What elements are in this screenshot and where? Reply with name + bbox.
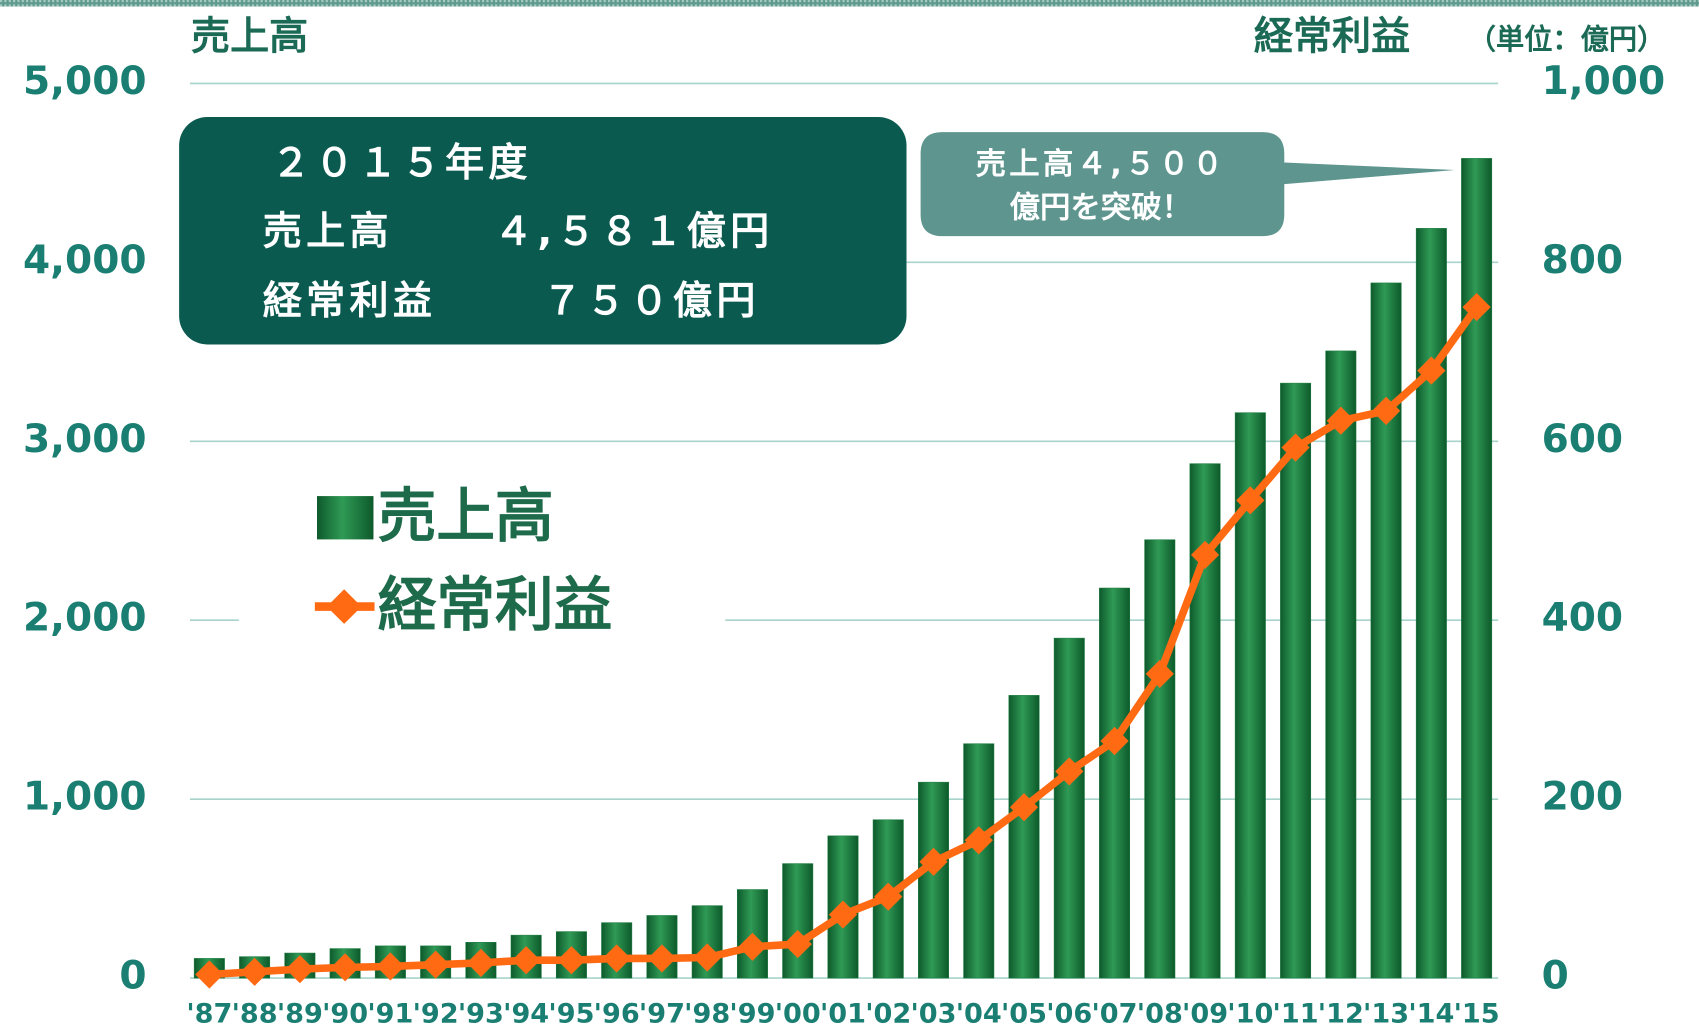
y-tick-label: 5,000: [23, 59, 147, 104]
x-tick-label: '99: [729, 998, 775, 1029]
x-tick-label: '90: [322, 998, 368, 1029]
x-tick-label: '87: [186, 998, 232, 1029]
y-tick-label: 3,000: [23, 417, 147, 462]
bar: [918, 781, 949, 979]
x-tick-label: '10: [1227, 998, 1273, 1029]
info-box: [179, 116, 907, 345]
unit-label: （単位：億円）: [1468, 23, 1666, 56]
y-axis-title: 売上高: [191, 15, 308, 60]
x-tick-label: '08: [1137, 998, 1183, 1029]
marker: [240, 957, 269, 986]
marker: [512, 946, 541, 975]
marker: [874, 882, 903, 911]
marker: [1371, 396, 1401, 425]
x-tick-label: '93: [458, 998, 504, 1029]
x-tick-label: '04: [956, 998, 1002, 1029]
top-strip: [0, 0, 1699, 7]
marker: [466, 948, 496, 977]
bar: [1280, 382, 1312, 979]
marker: [1145, 659, 1174, 688]
marker: [783, 930, 812, 959]
y2-tick-label: 0: [1542, 954, 1569, 999]
bar: [1053, 637, 1085, 979]
x-tick-label: '00: [775, 998, 821, 1029]
marker: [964, 826, 993, 855]
y-tick-label: 2,000: [23, 596, 147, 641]
marks: '87'88'89'90'91'92'93'94'95'96'97'98'99 '…: [186, 158, 1500, 1029]
callout-text: 売上高４,５００: [976, 147, 1226, 182]
marker: [331, 953, 360, 982]
legend-swatch: [326, 589, 362, 624]
info-value: ４,５８１億円: [494, 209, 774, 254]
y2-tick-label: 600: [1542, 417, 1624, 462]
x-tick-label: '14: [1408, 998, 1454, 1029]
callout: [920, 132, 1455, 237]
marker: [1236, 486, 1265, 515]
x-tick-label: '15: [1454, 998, 1500, 1029]
info-label: 売上高: [263, 209, 393, 254]
bar: [1325, 350, 1357, 979]
legend-swatch: [317, 496, 374, 540]
x-tick-label: '98: [684, 998, 730, 1029]
marker: [1190, 540, 1220, 569]
marker: [1281, 433, 1310, 462]
y2-tick-label: 400: [1542, 596, 1624, 641]
y2-tick-label: 200: [1542, 775, 1624, 820]
x-tick-label: '11: [1273, 998, 1319, 1029]
y-tick-label: 0: [119, 954, 146, 999]
bar: [1008, 695, 1040, 979]
x-tick-label: '88: [232, 998, 278, 1029]
x-tick-label: '05: [1001, 998, 1047, 1029]
x-tick-label: '89: [277, 998, 323, 1029]
x-tick-label: '07: [1092, 998, 1138, 1029]
x-tick-label: '96: [594, 998, 640, 1029]
x-tick-label: '91: [367, 998, 413, 1029]
x-tick-label: '09: [1182, 998, 1228, 1029]
marker: [376, 952, 405, 981]
y2-axis-title: 経常利益: [1254, 15, 1410, 60]
x-tick-label: '03: [910, 998, 956, 1029]
bar: [1461, 158, 1493, 979]
marker: [693, 943, 722, 972]
x-tick-label: '13: [1363, 998, 1409, 1029]
marker: [195, 960, 224, 989]
x-tick-label: '95: [548, 998, 594, 1029]
x-tick-label: '06: [1046, 998, 1092, 1029]
bar: [1370, 282, 1402, 979]
marker: [285, 955, 314, 984]
y-tick-label: 1,000: [23, 775, 147, 820]
y2-tick-label: 800: [1542, 238, 1624, 283]
bar: [1099, 587, 1131, 979]
x-tick-label: '02: [865, 998, 911, 1029]
x-tick-label: '97: [639, 998, 685, 1029]
callout-text: 億円を突破！: [1010, 190, 1192, 226]
bar: [782, 863, 814, 979]
y-tick-label: 4,000: [23, 238, 147, 283]
legend-label: 売上高: [378, 482, 554, 550]
marker: [557, 946, 586, 975]
bar: [1144, 539, 1176, 979]
y2-tick-label: 1,000: [1542, 59, 1666, 104]
marker: [1326, 406, 1355, 435]
marker: [421, 950, 450, 979]
x-tick-label: '94: [503, 998, 549, 1029]
info-label: 経常利益: [263, 279, 437, 324]
bar: [1189, 463, 1221, 979]
marker: [919, 847, 948, 876]
x-tick-label: '12: [1318, 998, 1364, 1029]
x-tick-label: '92: [413, 998, 459, 1029]
info-title: ２０１５年度: [271, 141, 531, 186]
bar: [1415, 228, 1447, 979]
legend-label: 経常利益: [378, 571, 612, 639]
info-value: ７５０億円: [543, 279, 760, 324]
x-tick-label: '01: [820, 998, 866, 1029]
bar: [963, 743, 995, 979]
